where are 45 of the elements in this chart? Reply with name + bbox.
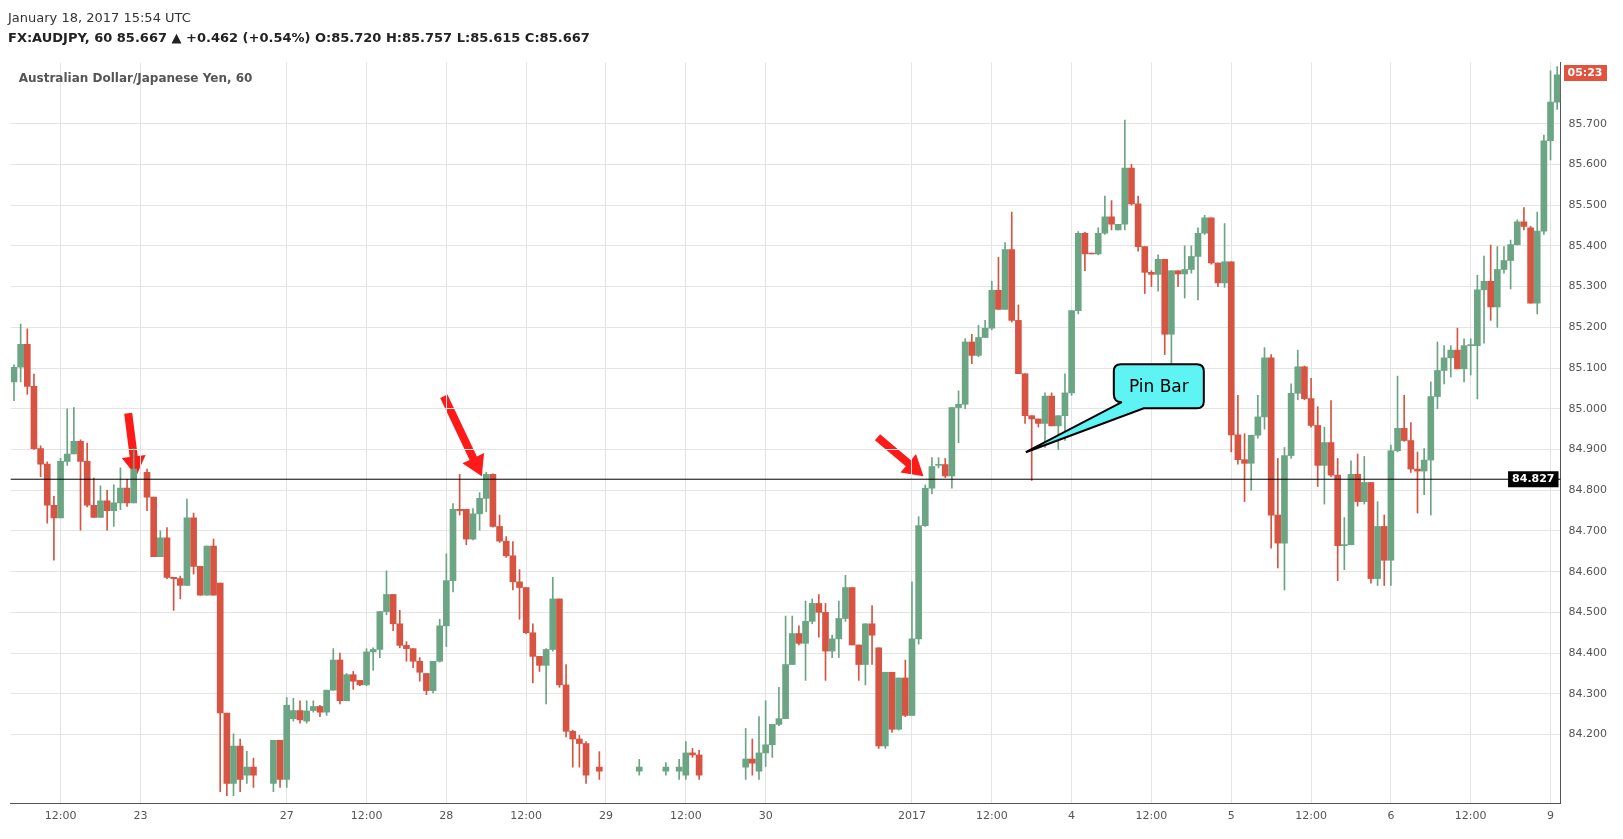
x-tick-label: 27 (279, 809, 294, 823)
ref-line-label: 84.827 (1512, 472, 1555, 486)
y-tick-label: 85.700 (1568, 116, 1608, 130)
x-tick-label: 28 (439, 809, 454, 823)
y-tick-label: 84.700 (1568, 523, 1608, 537)
text: Australian Dollar/Japanese Yen, 60 (18, 70, 253, 85)
candlestick (868, 605, 876, 665)
candlestick (110, 484, 118, 527)
y-tick-label: 84.900 (1568, 442, 1608, 456)
x-tick-label: 12:00 (1454, 809, 1487, 823)
y-tick-label: 85.600 (1568, 157, 1608, 171)
x-tick-label: 6 (1387, 809, 1395, 823)
candlestick (1447, 345, 1455, 378)
x-tick-label: 12:00 (975, 809, 1008, 823)
chart-subtitle: FX:AUDJPY, 60 85.667 ▲ +0.462 (+0.54%) O:85.720 H:85.757 L:85.615 C:85.667 (8, 29, 591, 47)
y-tick-label: 84.600 (1568, 564, 1608, 578)
annotation: Pin Bar (1128, 376, 1189, 397)
y-tick-label: 85.200 (1568, 320, 1608, 334)
y-tick-label: 85.100 (1568, 360, 1608, 374)
x-tick-label: 5 (1227, 809, 1235, 823)
candlestick (1174, 270, 1182, 287)
x-tick-label: 23 (133, 809, 148, 823)
y-tick-label: 85.000 (1568, 401, 1608, 415)
y-tick-label: 84.200 (1568, 727, 1608, 741)
x-tick-label: 12:00 (350, 809, 383, 823)
y-tick-label: 85.400 (1568, 238, 1608, 252)
x-tick-label: 9 (1547, 809, 1555, 823)
x-tick-label: 30 (758, 809, 773, 823)
y-tick-label: 85.500 (1568, 198, 1608, 211)
y-tick-label: 84.500 (1568, 605, 1608, 619)
y-tick-label: 84.400 (1568, 645, 1608, 659)
x-tick-label: 4 (1068, 809, 1076, 823)
x-tick-label: 12:00 (510, 809, 543, 823)
x-tick-label: 12:00 (1295, 809, 1327, 823)
x-tick-label: 12:00 (669, 809, 702, 823)
y-tick-label: 84.300 (1568, 686, 1608, 700)
x-tick-label: 12:00 (44, 809, 77, 823)
y-tick-label: 85.300 (1568, 279, 1608, 293)
x-tick-label: 2017 (897, 809, 926, 823)
x-tick-label: 29 (599, 809, 613, 823)
text: 05:23 (1563, 64, 1607, 81)
x-tick-label: 12:00 (1135, 809, 1168, 823)
text: January 18, 2017 15:54 UTC (8, 9, 192, 27)
y-tick-label: 84.800 (1568, 483, 1608, 497)
candlestick (742, 728, 750, 780)
